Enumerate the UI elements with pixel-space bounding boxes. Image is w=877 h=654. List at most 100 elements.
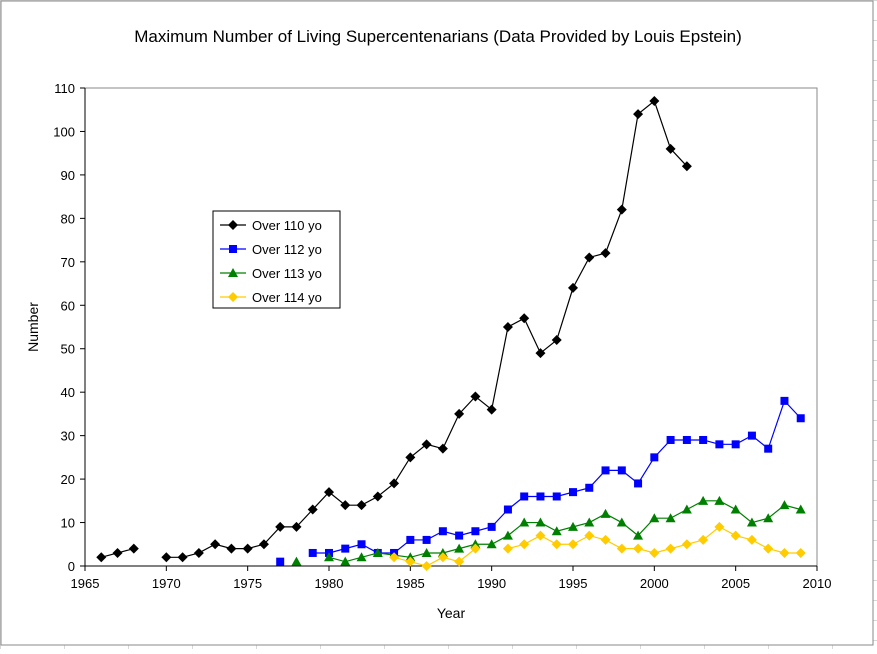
data-point [681, 539, 692, 550]
data-point [600, 534, 611, 545]
series-group [96, 96, 806, 571]
y-tick-label: 40 [61, 385, 75, 400]
data-point [519, 313, 530, 324]
data-point [470, 391, 481, 402]
y-tick-label: 100 [53, 124, 75, 139]
data-point [600, 248, 611, 259]
data-point [616, 517, 627, 527]
x-tick-label: 1965 [71, 576, 100, 591]
data-point [796, 414, 805, 423]
y-axis-label: Number [25, 302, 41, 352]
data-point [584, 530, 595, 541]
data-point [551, 526, 562, 536]
data-point [746, 534, 757, 545]
data-point [341, 544, 350, 553]
legend-label: Over 110 yo [252, 218, 322, 233]
data-point [795, 547, 806, 558]
data-point [454, 543, 465, 553]
data-point [633, 109, 644, 120]
data-point [601, 466, 610, 475]
data-point [779, 547, 790, 558]
data-point [455, 531, 464, 540]
y-tick-label: 90 [61, 168, 75, 183]
y-tick-label: 50 [61, 342, 75, 357]
data-point [356, 552, 367, 562]
data-point [747, 431, 756, 440]
x-tick-label: 1975 [233, 576, 262, 591]
data-point [634, 479, 643, 488]
data-point [406, 535, 415, 544]
y-tick-label: 80 [61, 211, 75, 226]
legend-marker [229, 245, 237, 253]
data-point [177, 552, 188, 563]
data-point [714, 521, 725, 532]
x-tick-label: 1985 [396, 576, 425, 591]
data-point [552, 492, 561, 501]
data-point [763, 543, 774, 554]
data-point [454, 556, 465, 567]
data-point [535, 517, 546, 527]
data-point [421, 561, 432, 571]
x-tick-label: 2000 [640, 576, 669, 591]
data-point [519, 539, 530, 550]
axes: 1965 1970 1975 1980 1985 1990 1995 2000 2005 2010… [53, 81, 831, 591]
data-point [275, 521, 286, 532]
data-point [698, 495, 709, 505]
data-point [291, 521, 302, 532]
data-point [616, 204, 627, 215]
data-point [470, 543, 481, 554]
data-point [665, 143, 676, 154]
plot-area [84, 87, 818, 567]
data-point [487, 522, 496, 531]
data-point [780, 396, 789, 405]
x-tick-label: 1990 [477, 576, 506, 591]
data-point [422, 535, 431, 544]
y-tick-label: 0 [68, 559, 75, 574]
data-point [340, 500, 351, 511]
data-point [682, 435, 691, 444]
data-point [291, 556, 302, 566]
data-point [617, 466, 626, 475]
data-point [421, 547, 432, 557]
x-axis-label: Year [437, 605, 466, 621]
data-point [421, 439, 432, 450]
data-point [730, 530, 741, 541]
data-point [795, 504, 806, 514]
data-point [161, 552, 172, 563]
data-point [324, 552, 334, 562]
y-tick-label: 60 [61, 298, 75, 313]
data-point [438, 527, 447, 536]
data-point [764, 444, 773, 453]
data-point [307, 504, 318, 515]
data-point [226, 543, 237, 554]
data-point [649, 96, 660, 107]
data-point [536, 492, 545, 501]
data-point [649, 513, 660, 523]
data-point [649, 547, 660, 558]
y-tick-label: 70 [61, 255, 75, 270]
data-point [698, 534, 709, 545]
legend-label: Over 113 yo [252, 266, 322, 281]
data-point [437, 552, 448, 563]
data-point [193, 547, 204, 558]
data-point [681, 161, 692, 172]
data-point [520, 492, 529, 501]
data-point [731, 440, 740, 449]
data-point [633, 543, 644, 554]
data-point [96, 552, 107, 563]
data-point [681, 504, 692, 514]
y-tick-label: 30 [61, 429, 75, 444]
data-point [699, 435, 708, 444]
data-point [616, 543, 627, 554]
series-over-114-yo [389, 521, 806, 571]
x-tick-label: 2010 [803, 576, 832, 591]
legend-marker [228, 292, 238, 302]
data-point [568, 521, 578, 531]
data-point [779, 500, 790, 510]
y-tick-label: 110 [54, 81, 75, 96]
data-point [437, 443, 448, 454]
legend-label: Over 112 yo [252, 242, 322, 257]
data-point [471, 527, 480, 536]
data-point [242, 543, 253, 554]
